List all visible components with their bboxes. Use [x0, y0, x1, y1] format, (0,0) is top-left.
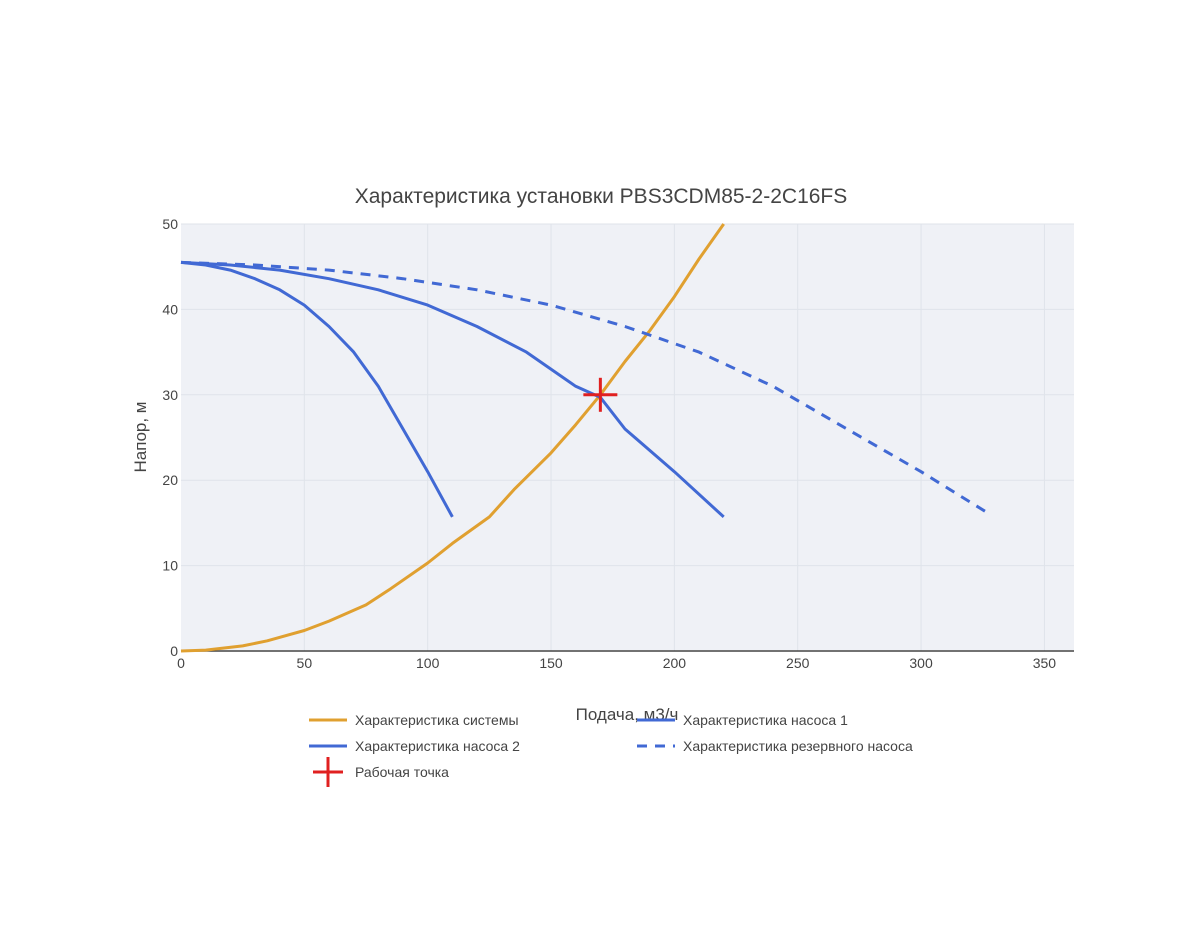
- series-line-1: [180, 223, 725, 653]
- y-tick-label: 50: [162, 216, 178, 232]
- legend-item[interactable]: Характеристика резервного насоса: [637, 738, 913, 754]
- operating-point-marker: [583, 377, 618, 412]
- y-tick-label: 0: [170, 643, 178, 659]
- chart-title: Характеристика установки PBS3CDM85-2-2C1…: [355, 185, 848, 208]
- legend-item[interactable]: Характеристика насоса 1: [637, 712, 848, 728]
- x-tick-label: 250: [786, 655, 810, 671]
- y-axis-title: Напор, м: [131, 402, 150, 473]
- y-tick-label: 30: [162, 387, 178, 403]
- x-tick-label: 100: [416, 655, 440, 671]
- series-line-4: [180, 260, 991, 516]
- y-tick-label: 20: [162, 472, 178, 488]
- legend-item[interactable]: Рабочая точка: [313, 757, 449, 787]
- legend-label: Рабочая точка: [355, 764, 449, 780]
- series-line-2: [180, 260, 454, 518]
- grid-lines: [181, 223, 1074, 651]
- legend[interactable]: Характеристика системы Характеристика нас…: [309, 712, 913, 787]
- legend-item[interactable]: Характеристика системы: [309, 712, 519, 728]
- x-tick-label: 50: [297, 655, 313, 671]
- y-tick-label: 10: [162, 558, 178, 574]
- legend-item[interactable]: Характеристика насоса 2: [309, 738, 520, 754]
- legend-label: Характеристика системы: [355, 712, 519, 728]
- x-tick-label: 300: [909, 655, 933, 671]
- y-tick-label: 40: [162, 301, 178, 317]
- legend-label: Характеристика насоса 2: [355, 738, 520, 754]
- series-lines: [180, 223, 991, 653]
- legend-label: Характеристика резервного насоса: [683, 738, 913, 754]
- x-tick-label: 350: [1033, 655, 1057, 671]
- series-line-3: [180, 260, 725, 519]
- plot-area: [181, 224, 1074, 650]
- tick-labels: 0 50 100 150 200 250 300 350 0 10 20 30 40 50: [162, 216, 1056, 671]
- x-tick-label: 0: [177, 655, 185, 671]
- x-tick-label: 200: [663, 655, 687, 671]
- x-tick-label: 150: [539, 655, 563, 671]
- legend-label: Характеристика насоса 1: [683, 712, 848, 728]
